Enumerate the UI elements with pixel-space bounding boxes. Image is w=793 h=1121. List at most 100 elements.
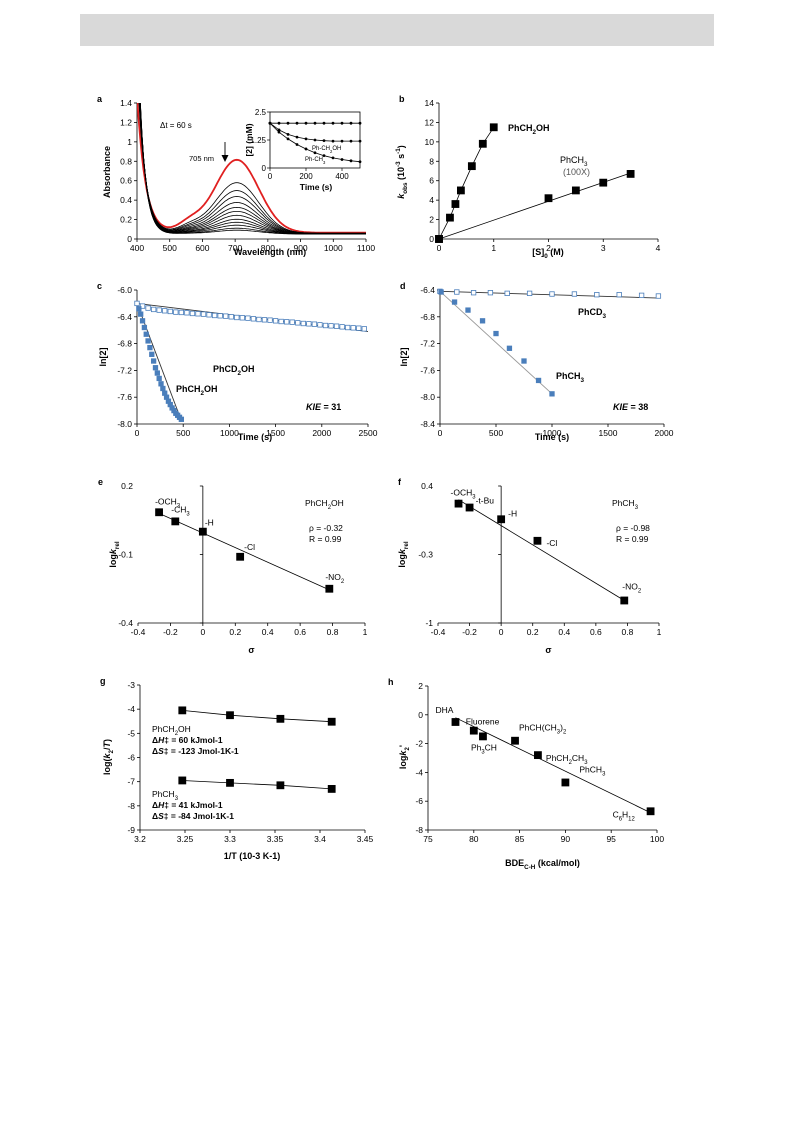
spectra: [137, 103, 366, 235]
x-tick-label: 0: [438, 428, 443, 438]
data-point-phch2oh: [156, 375, 162, 382]
data-point-phcd3: [504, 290, 510, 297]
inset-data-point: [331, 156, 335, 160]
fit-line-phch3: [438, 172, 631, 240]
y-tick-label: -6: [415, 796, 423, 806]
y-tick-label: 12: [425, 117, 435, 127]
panel-letter: f: [398, 477, 402, 487]
y-tick-label: -8.0: [420, 392, 435, 402]
data-point-phch2oh: [143, 331, 149, 337]
inset-data-point: [349, 139, 353, 143]
data-point-phcd3: [549, 291, 555, 297]
data-point-phcd2oh: [333, 323, 340, 329]
y-tick-label: 0: [429, 234, 434, 244]
x-tick-label: 1000: [220, 428, 239, 438]
r-label: R = 0.99: [309, 534, 342, 544]
y-tick-label: 6: [429, 176, 434, 186]
data-point: [479, 732, 487, 741]
inset-data-point: [277, 128, 281, 132]
panel-g: 3.2 3.25 3.3 3.35 3.4 3.45 -9 -8 -7 -6 -5 -4 -3 g PhCH…: [100, 676, 374, 861]
x-tick-label: 95: [606, 834, 616, 844]
series-label: PhCH3​: [152, 789, 179, 802]
x-tick-label: 0.2: [527, 627, 539, 637]
data-point-phcd2oh: [228, 314, 234, 320]
y-tick-label: -4: [415, 767, 423, 777]
arrow-head: [221, 155, 229, 162]
data-point: [226, 711, 234, 720]
inset-data-point: [358, 121, 362, 125]
entropy-label: ΔS‡ = -84 Jmol-1K-1: [152, 811, 234, 821]
point-label: -Cl: [546, 538, 557, 548]
inset-y-tick-label: 0: [262, 164, 267, 173]
y-tick-label: -6.4: [420, 285, 435, 295]
data-point-phcd2oh: [278, 318, 284, 325]
data-point: [454, 499, 463, 508]
series-note-phch3: (100X): [563, 167, 590, 177]
series-label-phcd3: PhCD3​: [578, 307, 607, 320]
fit-line-phch3: [439, 291, 553, 395]
panel-letter: d: [400, 281, 406, 291]
data-point-phcd2oh: [317, 322, 323, 328]
fit-line: [455, 717, 651, 814]
fit-line: [458, 499, 625, 601]
spectrum-initial: [137, 103, 366, 234]
fit-line: [158, 513, 330, 591]
y-tick-label: 0.2: [120, 215, 132, 225]
inset-x-tick-label: 200: [299, 172, 313, 181]
data-point-phcd2oh: [295, 320, 301, 326]
enthalpy-label: ΔH‡ = 60 kJmol-1: [152, 735, 223, 745]
data-point-phcd2oh: [162, 308, 168, 314]
data-point-phch2oh: [160, 385, 166, 392]
inset-data-point: [358, 139, 362, 143]
point-label: -Cl: [244, 542, 255, 552]
y-tick-label: 0.2: [121, 481, 133, 491]
x-tick-label: 0.8: [622, 627, 634, 637]
series-line: [182, 710, 332, 723]
data-point-phcd3: [638, 292, 645, 299]
data-point-phcd3: [454, 289, 460, 295]
compound-label: PhCH3​: [612, 498, 639, 511]
inset-data-point: [277, 121, 281, 125]
inset-data-point: [313, 138, 317, 142]
inset-data-point: [331, 139, 335, 143]
point-label: -CH3​: [171, 504, 190, 517]
x-axis-label: BDEC-H​ (kcal/mol): [505, 858, 580, 871]
data-point: [226, 778, 234, 787]
point-label: PhCH2​CH3​: [546, 753, 588, 766]
panel-a: 400 500 600 700 800 900 1000 1100 0 0.2 0.4 0.6 0.8 1…: [97, 94, 375, 257]
data-point-phcd3: [655, 293, 662, 299]
data-point-phch2oh: [446, 213, 454, 222]
data-point-phcd3: [616, 292, 622, 298]
data-point-phcd2oh: [189, 310, 196, 317]
data-point: [646, 807, 655, 816]
y-tick-label: -7.6: [420, 365, 435, 375]
x-axis-label: Time (s): [535, 432, 569, 442]
y-tick-label: -8: [127, 801, 135, 811]
x-axis-label: 1/T (10-3 K-1): [224, 851, 281, 861]
data-point-phcd2oh: [134, 300, 140, 307]
y-tick-label: -0.1: [118, 550, 133, 560]
y-tick-label: -8.4: [420, 419, 435, 429]
inset-data-point: [340, 158, 344, 161]
inset-data-point: [277, 130, 281, 134]
kie-label: KIE = 31: [306, 402, 341, 412]
data-point: [327, 717, 336, 726]
y-tick-label: 8: [429, 156, 434, 166]
x-tick-label: 100: [650, 834, 664, 844]
y-axis-label: ln[2]: [399, 347, 409, 366]
data-point-phcd2oh: [234, 314, 240, 321]
y-tick-label: -0.4: [118, 618, 133, 628]
data-point: [236, 552, 245, 561]
data-point-phcd3: [571, 291, 578, 297]
x-tick-label: 3.2: [134, 834, 146, 844]
data-point-phch2oh: [178, 416, 185, 422]
y-tick-label: -6.4: [117, 312, 132, 322]
data-point-phcd2oh: [306, 321, 312, 327]
x-tick-label: 3.4: [314, 834, 326, 844]
series-line: [182, 780, 332, 790]
y-tick-label: -6: [127, 753, 135, 763]
series-label-phch3: PhCH3​: [560, 155, 588, 168]
x-axis-label: [S]0​ (M): [532, 247, 564, 260]
data-point: [327, 785, 336, 793]
data-point-phcd2oh: [361, 326, 367, 332]
